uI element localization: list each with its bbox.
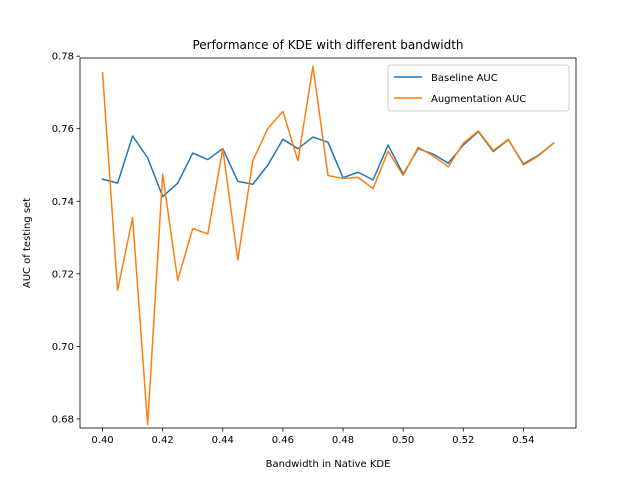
x-tick-label: 0.50 [392,435,414,446]
series-layer [101,65,555,426]
y-axis: 0.68 0.70 0.72 0.74 0.76 0.78 [52,52,80,425]
x-tick-label: 0.42 [152,435,174,446]
y-axis-label: AUC of testing set [22,198,33,288]
x-axis: 0.40 0.42 0.44 0.46 0.48 0.50 0.52 0.54 [91,428,535,446]
y-tick-label: 0.76 [52,124,74,135]
x-tick-label: 0.40 [91,435,113,446]
x-tick-label: 0.54 [512,435,534,446]
x-axis-label: Bandwidth in Native KDE [266,459,391,470]
series-line-augmentation [101,65,555,426]
x-tick-label: 0.44 [212,435,234,446]
y-tick-label: 0.72 [52,269,74,280]
x-tick-label: 0.46 [272,435,294,446]
legend-label: Baseline AUC [431,73,498,84]
legend-label: Augmentation AUC [431,94,526,105]
x-tick-label: 0.52 [452,435,474,446]
legend-box [387,64,570,112]
y-tick-label: 0.78 [52,52,74,63]
plot-frame [79,57,577,429]
x-tick-label: 0.48 [332,435,354,446]
y-tick-label: 0.74 [52,197,74,208]
legend: Baseline AUC Augmentation AUC [387,64,570,112]
y-tick-label: 0.68 [52,414,74,425]
y-tick-label: 0.70 [52,342,74,353]
chart-title: Performance of KDE with different bandwi… [192,38,463,52]
